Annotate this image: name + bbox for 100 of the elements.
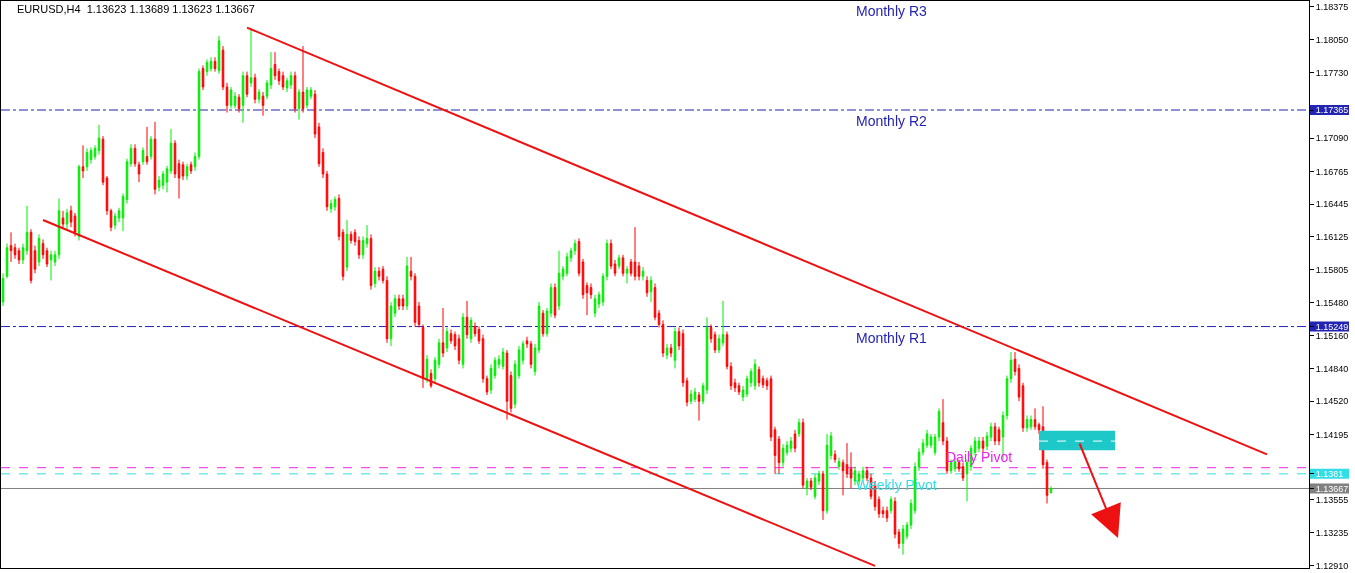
y-tick-label: 1.16445 (1315, 199, 1349, 210)
candlestick (217, 35, 221, 75)
candlestick (21, 243, 25, 265)
candlestick (985, 431, 989, 451)
y-tick-label: 1.13667 (1315, 483, 1349, 494)
y-tick-label: 1.15480 (1315, 298, 1349, 309)
y-tick-label: 1.13235 (1315, 527, 1349, 538)
candlestick (241, 71, 245, 124)
candlestick (597, 291, 601, 309)
candlestick (713, 331, 717, 354)
candlestick (1049, 485, 1053, 494)
candlestick (665, 343, 669, 360)
candlestick (201, 64, 205, 91)
candlestick (257, 88, 261, 104)
candlestick (881, 506, 885, 519)
candlestick (493, 356, 497, 380)
candlestick (673, 326, 677, 369)
candlestick (113, 212, 117, 230)
candlestick (909, 498, 913, 530)
candlestick (497, 354, 501, 369)
candlestick (321, 147, 325, 179)
candlestick (157, 175, 161, 192)
candlestick (349, 230, 353, 245)
candlestick (621, 254, 625, 277)
candlestick (661, 319, 665, 358)
candlestick (325, 170, 329, 212)
candlestick (993, 422, 997, 446)
candlestick (353, 228, 357, 247)
candlestick (841, 459, 845, 496)
candlestick (17, 247, 21, 265)
candlestick (777, 435, 781, 475)
candlestick (853, 466, 857, 486)
candlestick (425, 354, 429, 384)
candlestick (765, 377, 769, 391)
y-tick-label: 1.17365 (1315, 105, 1349, 116)
candlestick (489, 363, 493, 395)
y-tick-label: 1.14520 (1315, 396, 1349, 407)
candlestick (61, 210, 65, 230)
candlestick (889, 495, 893, 515)
candlestick (361, 235, 365, 260)
candlestick (789, 436, 793, 453)
candlestick (741, 385, 745, 402)
candlestick (305, 86, 309, 109)
candlestick (533, 343, 537, 377)
candlestick (1025, 415, 1029, 433)
candlestick (473, 321, 477, 338)
candlestick (273, 51, 277, 81)
candlestick (9, 231, 13, 263)
candlestick (573, 238, 577, 256)
candlestick (805, 477, 809, 496)
candlestick (941, 398, 945, 446)
candlestick (301, 45, 305, 114)
candlestick (1009, 351, 1013, 384)
candlestick (893, 496, 897, 539)
candlestick (205, 58, 209, 77)
candlestick (697, 391, 701, 422)
candlestick (921, 438, 925, 456)
candlestick (645, 275, 649, 298)
y-tick-label: 1.14840 (1315, 363, 1349, 374)
candlestick (605, 238, 609, 281)
candlestick (781, 443, 785, 468)
candlestick (569, 247, 573, 263)
candlestick (637, 261, 641, 281)
candlestick (237, 93, 241, 114)
candlestick (737, 382, 741, 396)
candlestick (485, 375, 489, 396)
y-tick-label: 1.1381 (1315, 468, 1344, 479)
candlestick (109, 208, 113, 232)
candlestick (401, 294, 405, 311)
candlestick (1017, 363, 1021, 402)
candlestick (653, 282, 657, 321)
candlestick (721, 300, 725, 347)
annotation: Monthly R3 (856, 3, 928, 19)
candlestick (705, 316, 709, 395)
candlestick (633, 226, 637, 281)
candlestick (1045, 459, 1049, 505)
candlestick (381, 265, 385, 284)
candlestick (557, 250, 561, 311)
candlestick (729, 361, 733, 391)
candlestick (13, 243, 17, 260)
candlestick (625, 265, 629, 284)
candlestick (649, 275, 653, 303)
candlestick (397, 294, 401, 311)
candlestick (53, 250, 57, 267)
candlestick (65, 208, 69, 230)
candlestick (793, 429, 797, 453)
candlestick (97, 124, 101, 156)
y-tick-label: 1.13555 (1315, 495, 1349, 506)
candlestick (677, 326, 681, 351)
candlestick (617, 254, 621, 270)
candlestick (141, 146, 145, 166)
y-tick-label: 1.12910 (1315, 561, 1349, 572)
candlestick (609, 238, 613, 270)
candlestick (177, 159, 181, 200)
candlestick (477, 325, 481, 345)
candlestick (613, 259, 617, 277)
candlestick (173, 139, 177, 179)
candlestick (285, 77, 289, 93)
candlestick (849, 451, 853, 489)
candlestick (817, 470, 821, 486)
